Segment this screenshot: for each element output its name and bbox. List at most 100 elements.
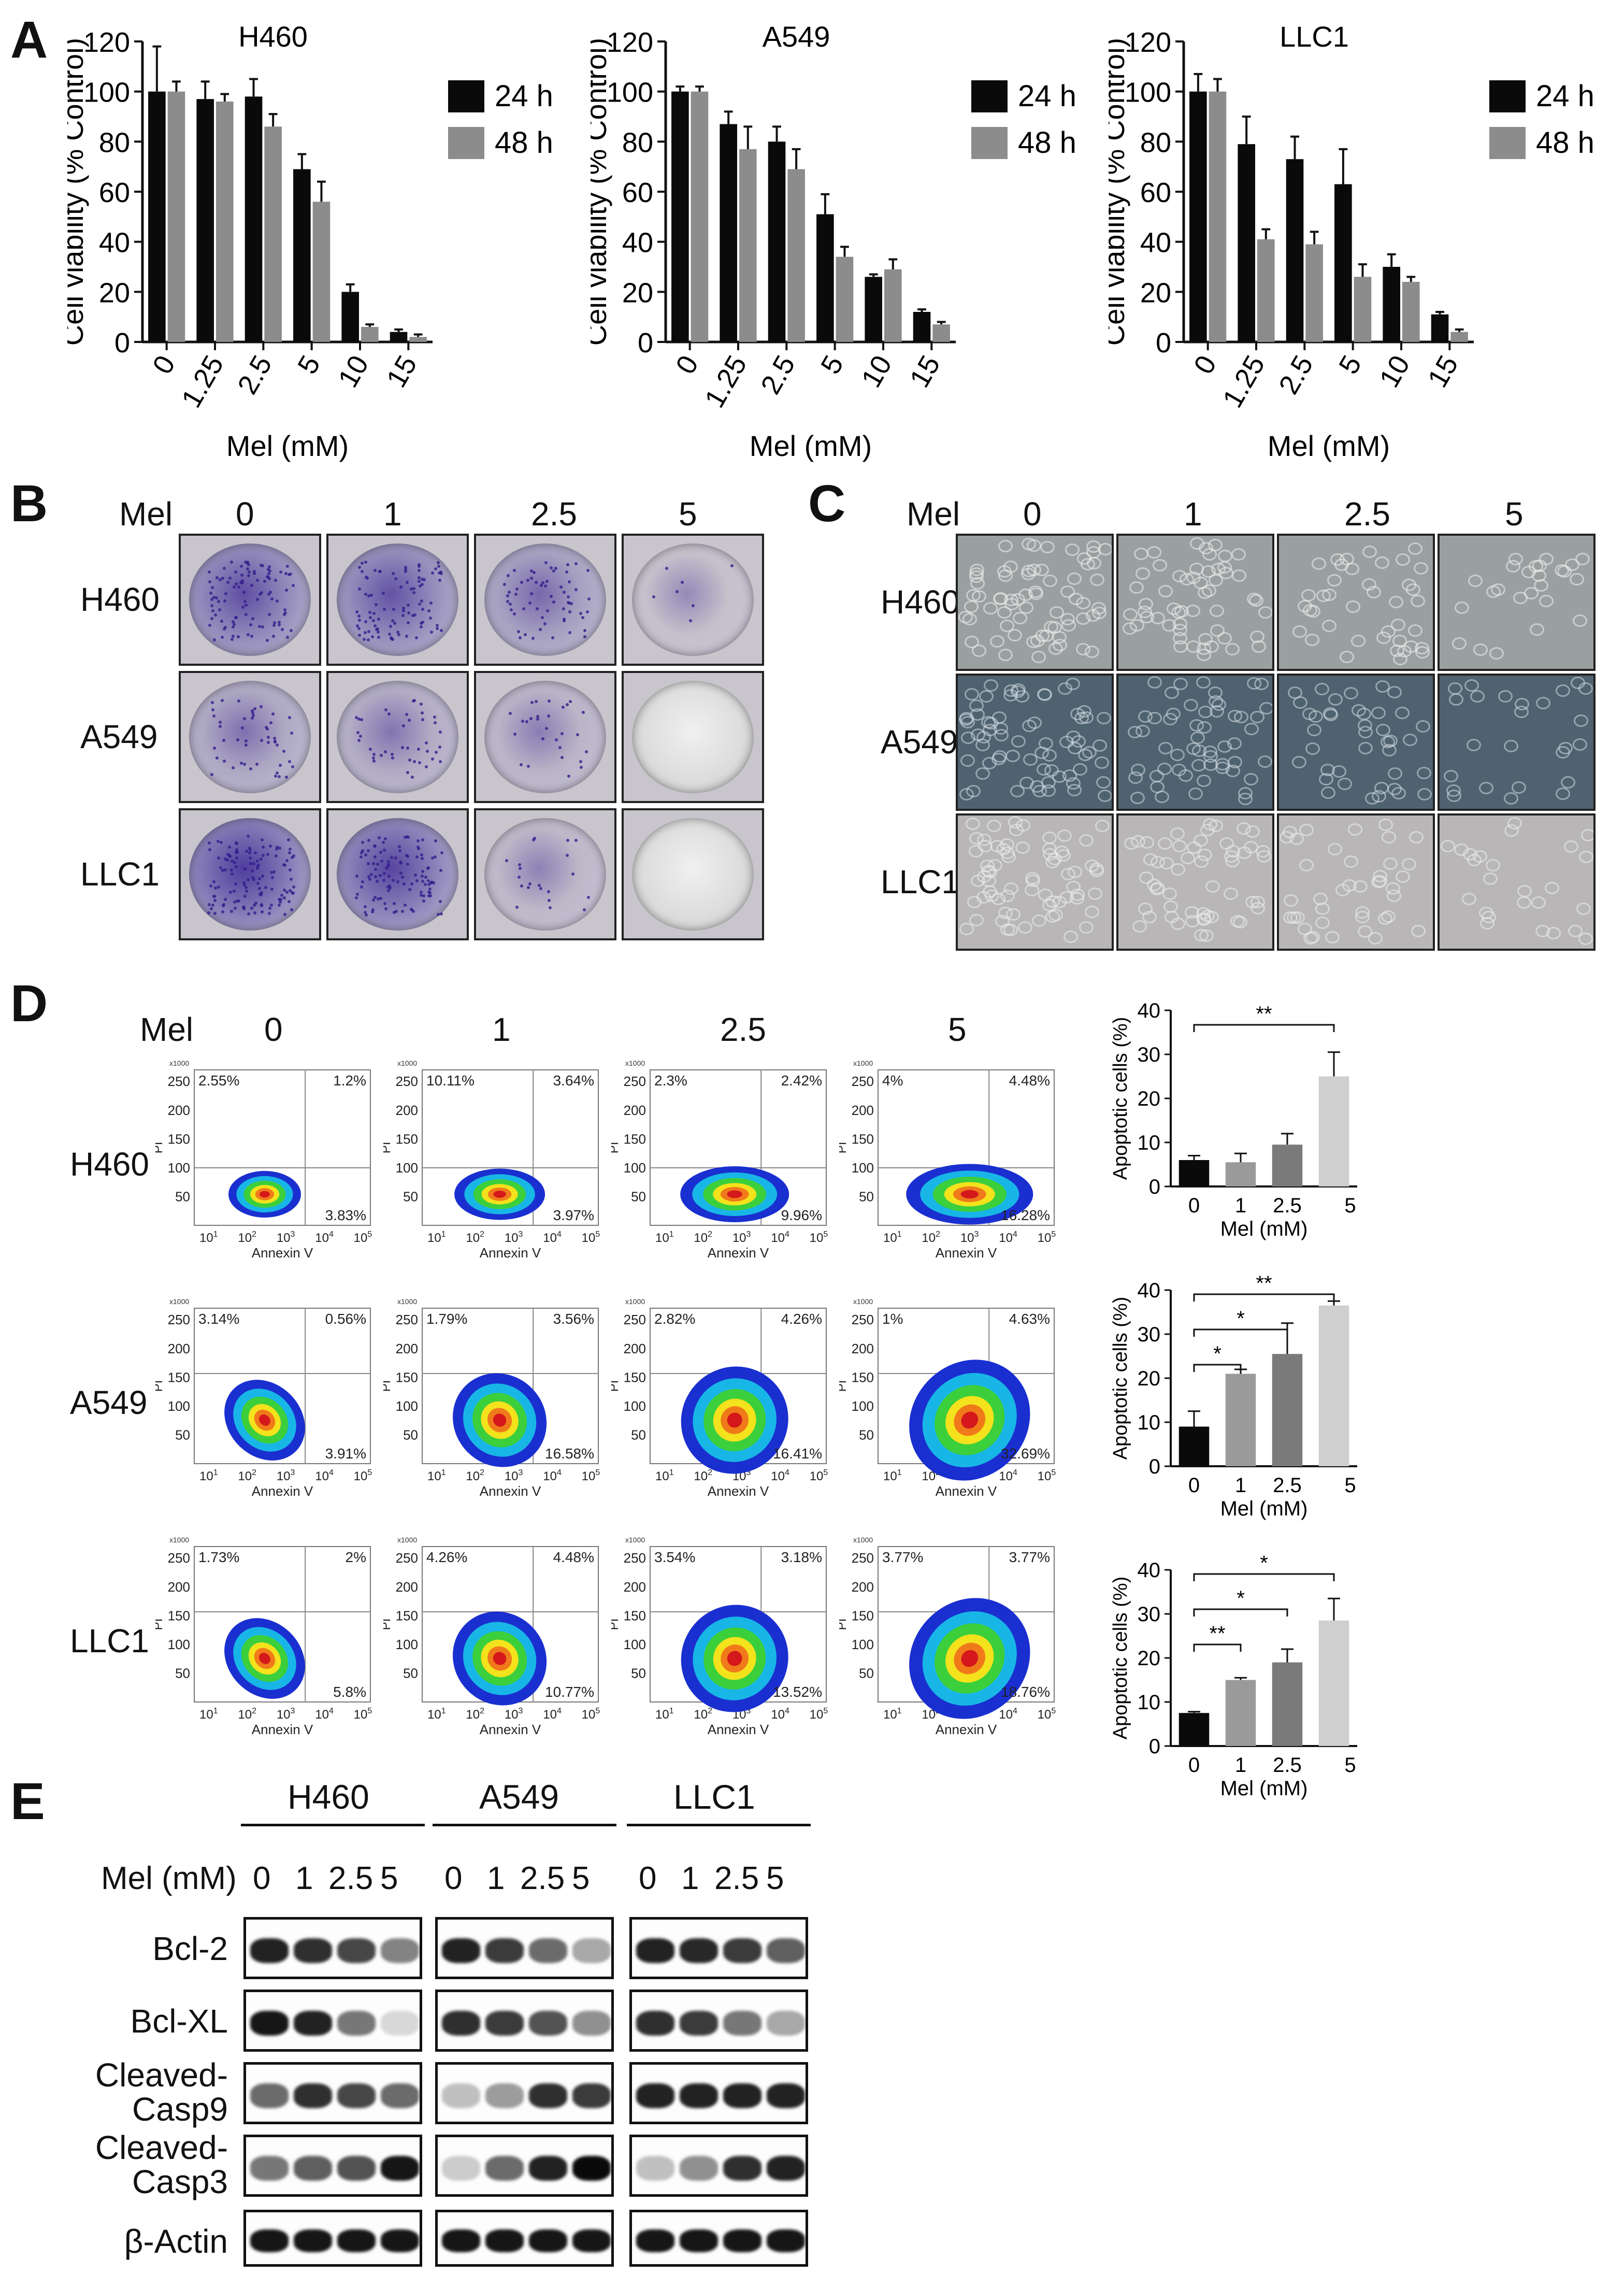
colony-dot bbox=[247, 835, 250, 838]
cell-shape bbox=[1232, 569, 1247, 582]
legend-swatch bbox=[448, 127, 484, 159]
protein-band bbox=[572, 2156, 611, 2181]
x-tick-label: 5 bbox=[1344, 1474, 1356, 1497]
colony-dot bbox=[566, 563, 570, 566]
x-axis-label: Mel (mM) bbox=[1220, 1777, 1308, 1800]
colony-dot bbox=[371, 908, 375, 911]
y-axis-label: Cell viability (% Control) bbox=[591, 38, 612, 346]
x-tick-label: 102 bbox=[694, 1230, 712, 1245]
colony-dot bbox=[516, 630, 520, 634]
cell-shape bbox=[1555, 788, 1570, 800]
y-tick-label: 120 bbox=[83, 27, 130, 58]
cell-shape bbox=[1159, 857, 1174, 870]
x-tick-exponent: 2 bbox=[936, 1230, 940, 1239]
cell-shape bbox=[1122, 622, 1137, 635]
dose-label: 1 bbox=[295, 1861, 313, 1896]
cell-shape bbox=[975, 738, 990, 751]
x-multiplier: x1000 bbox=[853, 1059, 873, 1067]
colony-dot bbox=[439, 869, 442, 872]
colony-dot bbox=[228, 891, 232, 894]
protein-band bbox=[767, 2229, 805, 2252]
colony-dot bbox=[252, 903, 256, 907]
colony-dot bbox=[383, 608, 386, 611]
colony-dot bbox=[562, 619, 566, 622]
colony-dot bbox=[430, 881, 434, 884]
y-tick-label: 250 bbox=[168, 1312, 190, 1327]
cell-shape bbox=[1181, 852, 1196, 865]
colony-dot bbox=[364, 561, 367, 564]
cell-shape bbox=[1258, 606, 1272, 619]
colony-dot bbox=[586, 568, 590, 572]
cell-shape bbox=[959, 711, 974, 724]
cell-shape bbox=[1376, 632, 1391, 645]
colony-dot bbox=[228, 855, 232, 859]
colony-dot bbox=[512, 569, 516, 573]
colony-dot bbox=[405, 712, 409, 716]
cell-shape bbox=[1259, 702, 1272, 715]
colony-dot bbox=[210, 907, 213, 910]
panel-letter-b: B bbox=[10, 475, 48, 533]
colony-dot bbox=[360, 851, 363, 854]
colony-dot bbox=[393, 622, 396, 625]
cell-shape bbox=[1143, 853, 1158, 866]
blot-box bbox=[435, 1990, 614, 2052]
x-tick-exponent: 1 bbox=[897, 1707, 902, 1715]
colony-dot bbox=[387, 712, 391, 716]
y-axis-label: PI bbox=[611, 1142, 621, 1154]
cell-shape bbox=[1292, 625, 1307, 638]
protein-label-line: Casp9 bbox=[132, 2091, 228, 2128]
colony-dot bbox=[266, 736, 270, 739]
group-underline bbox=[433, 1824, 616, 1826]
colony-dot bbox=[245, 889, 248, 893]
colony-dot bbox=[520, 884, 524, 888]
colony-dot bbox=[228, 576, 232, 580]
dose-label: 2.5 bbox=[328, 1861, 373, 1896]
colony-well bbox=[189, 818, 311, 931]
y-tick-label: 200 bbox=[396, 1579, 418, 1595]
colony-dot bbox=[288, 851, 291, 855]
y-tick-label: 100 bbox=[1125, 77, 1171, 108]
colony-dot bbox=[527, 765, 530, 768]
cell-population bbox=[727, 1190, 742, 1198]
colony-dot bbox=[279, 764, 282, 767]
colony-dot bbox=[221, 577, 225, 580]
colony-dot bbox=[405, 635, 409, 638]
x-tick-label: 5 bbox=[1333, 350, 1368, 379]
colony-dot bbox=[565, 703, 569, 706]
protein-band bbox=[680, 2156, 718, 2181]
x-tick-exponent: 3 bbox=[291, 1468, 295, 1477]
bar bbox=[1450, 332, 1468, 342]
protein-label-line: Casp3 bbox=[132, 2163, 228, 2200]
significance-bracket bbox=[1193, 1364, 1242, 1372]
colony-dot bbox=[284, 776, 288, 779]
y-tick-label: 250 bbox=[624, 1312, 646, 1327]
x-tick-label: 102 bbox=[466, 1230, 484, 1245]
colony-dot bbox=[260, 591, 264, 594]
colony-dot bbox=[291, 584, 295, 588]
x-tick-exponent: 4 bbox=[329, 1230, 334, 1239]
colony-dot bbox=[225, 859, 229, 862]
colony-dot bbox=[274, 854, 278, 858]
colony-well-tile bbox=[326, 808, 469, 940]
colony-dot bbox=[420, 578, 424, 581]
y-tick-label: 20 bbox=[99, 277, 130, 308]
colony-dot bbox=[210, 773, 214, 777]
colony-dot bbox=[390, 637, 393, 641]
bar bbox=[1225, 1374, 1256, 1466]
cell-shape bbox=[1328, 693, 1343, 706]
x-multiplier: x1000 bbox=[625, 1297, 645, 1306]
y-tick-label: 150 bbox=[624, 1131, 646, 1147]
colony-dot bbox=[533, 836, 536, 840]
colony-dot bbox=[388, 884, 392, 888]
cell-shape bbox=[1478, 781, 1493, 794]
y-tick-label: 0 bbox=[638, 327, 653, 359]
colony-dot bbox=[359, 855, 363, 859]
colony-well bbox=[189, 680, 311, 794]
colony-dot bbox=[267, 567, 270, 571]
colony-dot bbox=[370, 635, 374, 638]
quadrant-lr-label: 9.96% bbox=[781, 1207, 822, 1223]
colony-dot bbox=[520, 581, 524, 584]
x-tick-exponent: 5 bbox=[823, 1230, 828, 1239]
x-tick-label: 2.5 bbox=[1273, 1474, 1302, 1497]
